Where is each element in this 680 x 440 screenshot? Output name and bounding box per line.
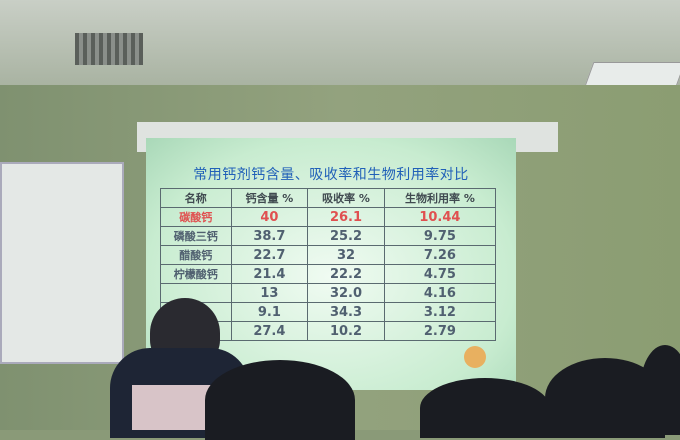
cell-calcium: 21.4 bbox=[230, 264, 309, 284]
cell-name: 磷酸三钙 bbox=[160, 226, 232, 246]
table-row: 柠檬酸钙 21.4 22.2 4.75 bbox=[160, 264, 497, 284]
cell-calcium: 27.4 bbox=[230, 321, 309, 341]
table-row: 醋酸钙 22.7 32 7.26 bbox=[160, 245, 497, 265]
cell-bioavailability: 10.44 bbox=[383, 207, 497, 227]
air-vent bbox=[75, 33, 143, 65]
cell-calcium: 38.7 bbox=[230, 226, 309, 246]
cell-bioavailability: 9.75 bbox=[383, 226, 497, 246]
audience-head bbox=[420, 378, 550, 438]
header-name: 名称 bbox=[160, 188, 232, 208]
cell-absorption: 34.3 bbox=[307, 302, 385, 322]
laser-pointer-dot bbox=[464, 346, 486, 368]
cell-name: 柠檬酸钙 bbox=[160, 264, 232, 284]
cell-name: 醋酸钙 bbox=[160, 245, 232, 265]
cell-absorption: 10.2 bbox=[307, 321, 385, 341]
audience-head bbox=[205, 360, 355, 440]
cell-absorption: 25.2 bbox=[307, 226, 385, 246]
laptop bbox=[132, 385, 217, 430]
cell-bioavailability: 3.12 bbox=[383, 302, 497, 322]
cell-bioavailability: 7.26 bbox=[383, 245, 497, 265]
header-absorption: 吸收率 % bbox=[307, 188, 385, 208]
cell-bioavailability: 2.79 bbox=[383, 321, 497, 341]
table-row: 碳酸钙 40 26.1 10.44 bbox=[160, 207, 497, 227]
cell-calcium: 13 bbox=[230, 283, 309, 303]
cell-absorption: 22.2 bbox=[307, 264, 385, 284]
table-row: 13 32.0 4.16 bbox=[160, 283, 497, 303]
table-row: 磷酸三钙 38.7 25.2 9.75 bbox=[160, 226, 497, 246]
table-header: 名称 钙含量 % 吸收率 % 生物利用率 % bbox=[160, 188, 497, 208]
header-calcium: 钙含量 % bbox=[230, 188, 309, 208]
cell-bioavailability: 4.16 bbox=[383, 283, 497, 303]
whiteboard bbox=[0, 162, 124, 364]
cell-absorption: 32.0 bbox=[307, 283, 385, 303]
header-bioavailability: 生物利用率 % bbox=[383, 188, 497, 208]
cell-bioavailability: 4.75 bbox=[383, 264, 497, 284]
cell-calcium: 22.7 bbox=[230, 245, 309, 265]
cell-calcium: 9.1 bbox=[230, 302, 309, 322]
cell-absorption: 32 bbox=[307, 245, 385, 265]
cell-absorption: 26.1 bbox=[307, 207, 385, 227]
audience-head bbox=[640, 345, 680, 435]
cell-calcium: 40 bbox=[230, 207, 309, 227]
cell-name: 碳酸钙 bbox=[160, 207, 232, 227]
slide-title: 常用钙剂钙含量、吸收率和生物利用率对比 bbox=[193, 167, 469, 183]
